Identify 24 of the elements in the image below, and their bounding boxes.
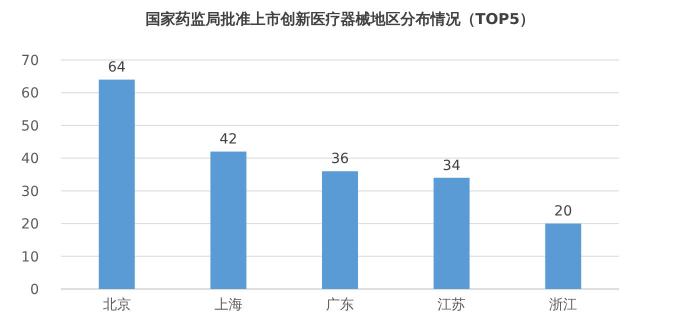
bar	[210, 152, 246, 289]
y-tick-label: 50	[21, 118, 39, 134]
bar	[434, 178, 470, 289]
bar	[545, 224, 582, 289]
y-tick-label: 10	[21, 249, 39, 266]
x-tick-label: 江苏	[438, 297, 466, 313]
data-label: 34	[442, 158, 461, 174]
x-tick-label: 浙江	[549, 297, 578, 313]
chart-title: 国家药监局批准上市创新医疗器械地区分布情况（TOP5）	[145, 10, 535, 28]
data-label: 36	[331, 151, 349, 168]
y-tick-label: 30	[21, 184, 39, 200]
bar	[322, 171, 358, 289]
data-label: 20	[554, 204, 572, 220]
x-tick-label: 上海	[214, 297, 242, 313]
x-tick-label: 北京	[102, 297, 131, 313]
bar	[98, 80, 135, 289]
y-tick-label: 20	[21, 216, 39, 233]
data-label: 42	[219, 132, 238, 148]
data-label: 64	[108, 60, 126, 76]
y-tick-label: 70	[21, 53, 39, 69]
x-tick-label: 广东	[326, 297, 354, 313]
y-tick-label: 0	[30, 282, 39, 298]
y-tick-label: 40	[21, 151, 39, 168]
y-tick-label: 60	[21, 86, 39, 102]
